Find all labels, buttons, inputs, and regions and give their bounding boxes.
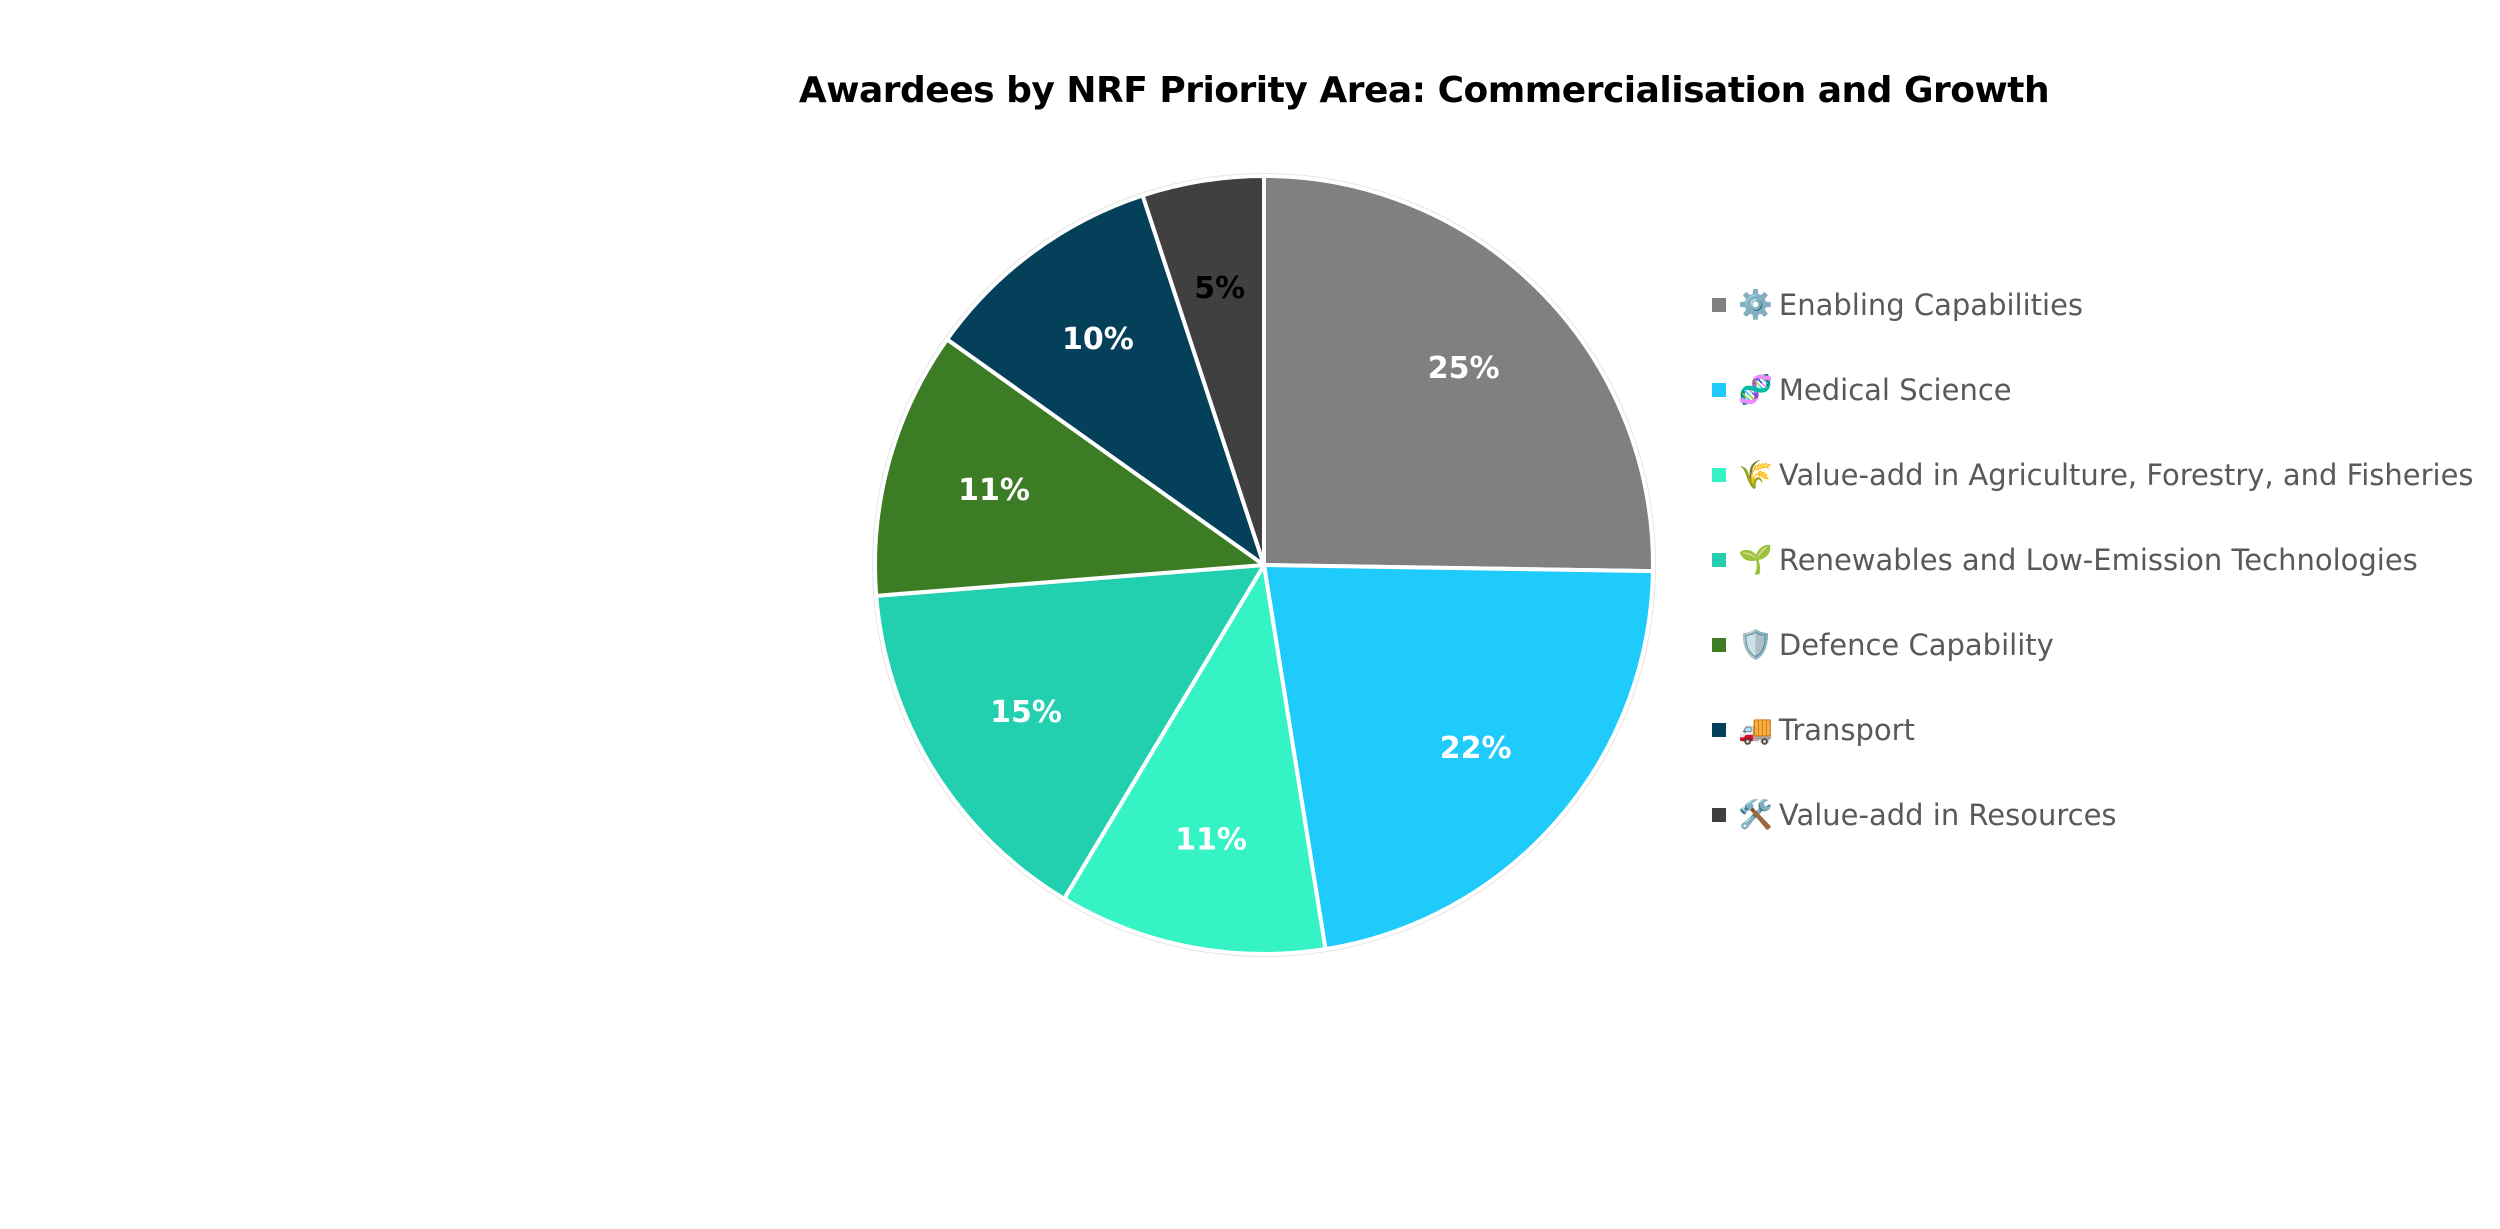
data-label-3: 15% bbox=[990, 695, 1062, 730]
legend-label: Enabling Capabilities bbox=[1778, 287, 2084, 322]
legend-label: Value-add in Agriculture, Forestry, and … bbox=[1778, 457, 2474, 492]
legend-item-4: 🛡️ Defence Capability bbox=[1712, 602, 2474, 687]
legend-item-2: 🌾 Value-add in Agriculture, Forestry, and… bbox=[1712, 432, 2474, 517]
legend-swatch bbox=[1712, 637, 1726, 652]
legend-label: Value-add in Resources bbox=[1778, 797, 2117, 832]
data-label-0: 25% bbox=[1428, 351, 1500, 386]
truck-icon: 🚚 bbox=[1738, 712, 1773, 746]
shield-icon: 🛡️ bbox=[1738, 627, 1773, 661]
pie-slice-4 bbox=[873, 337, 1266, 598]
legend-swatch bbox=[1712, 297, 1726, 312]
legend-label: Defence Capability bbox=[1778, 627, 2054, 662]
pie-slice-0 bbox=[1262, 174, 1655, 574]
legend-item-5: 🚚 Transport bbox=[1712, 687, 2474, 772]
pie-slice-6 bbox=[1140, 174, 1266, 567]
legend-label: Medical Science bbox=[1778, 372, 2012, 407]
legend-swatch bbox=[1712, 552, 1726, 567]
legend-item-1: 🧬 Medical Science bbox=[1712, 347, 2474, 432]
pie-slice-3 bbox=[874, 563, 1266, 901]
legend-swatch bbox=[1712, 807, 1726, 822]
wheat-icon: 🌾 bbox=[1738, 457, 1773, 491]
legend-item-3: 🌱 Renewables and Low-Emission Technologie… bbox=[1712, 517, 2474, 602]
data-label-1: 22% bbox=[1440, 731, 1512, 766]
data-label-5: 10% bbox=[1062, 322, 1134, 357]
data-label-6: 5% bbox=[1194, 271, 1245, 306]
legend: ⚙️ Enabling Capabilities 🧬 Medical Science 🌾… bbox=[1712, 262, 2474, 857]
data-label-4: 11% bbox=[958, 473, 1030, 508]
legend-item-6: 🛠️ Value-add in Resources bbox=[1712, 772, 2474, 857]
chart-title: Awardees by NRF Priority Area: Commercia… bbox=[798, 70, 2050, 111]
legend-item-0: ⚙️ Enabling Capabilities bbox=[1712, 262, 2474, 347]
hammer-wrench-icon: 🛠️ bbox=[1738, 797, 1773, 831]
legend-label: Transport bbox=[1778, 712, 1915, 747]
pie-slice-5 bbox=[945, 193, 1266, 567]
dna-icon: 🧬 bbox=[1738, 372, 1773, 406]
data-label-2: 11% bbox=[1175, 823, 1247, 858]
legend-swatch bbox=[1712, 467, 1726, 482]
pie-slice-2 bbox=[1062, 563, 1328, 956]
legend-swatch bbox=[1712, 382, 1726, 397]
gear-icon: ⚙️ bbox=[1738, 287, 1773, 321]
seedling-icon: 🌱 bbox=[1738, 542, 1773, 576]
legend-swatch bbox=[1712, 722, 1726, 737]
legend-label: Renewables and Low-Emission Technologies bbox=[1778, 542, 2418, 577]
pie-slice-1 bbox=[1262, 563, 1655, 952]
